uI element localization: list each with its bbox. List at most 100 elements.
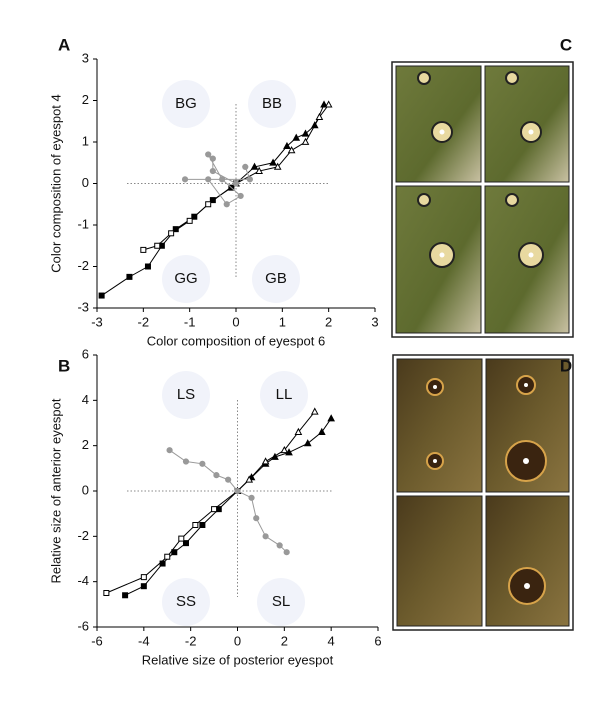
series-line [143, 183, 237, 251]
marker [255, 166, 264, 174]
marker [171, 549, 178, 556]
y-tick-label: 2 [82, 437, 89, 452]
marker [186, 217, 193, 224]
x-tick-label: 0 [234, 633, 241, 648]
y-tick-label: 0 [82, 482, 89, 497]
marker [276, 542, 283, 549]
photo-panel-d [392, 354, 574, 631]
marker [164, 553, 171, 560]
marker [320, 100, 328, 108]
x-tick-label: -3 [91, 314, 103, 329]
y-tick-label: -2 [77, 528, 89, 543]
x-tick-label: -4 [138, 633, 150, 648]
x-tick-label: -1 [184, 314, 196, 329]
annotation: SL [272, 593, 290, 610]
marker [225, 476, 232, 483]
annotation-bg [162, 371, 210, 419]
annotation-bg [257, 578, 305, 626]
marker [181, 176, 189, 183]
annotation-bg [248, 80, 296, 128]
x-tick-label: 2 [325, 314, 332, 329]
series-line [106, 490, 238, 594]
x-tick-label: 6 [374, 633, 381, 648]
marker [246, 176, 253, 183]
panel-label: A [58, 35, 70, 54]
x-axis-label: Relative size of posterior eyespot [142, 652, 334, 667]
y-tick-label: 6 [82, 346, 89, 361]
marker [315, 112, 324, 120]
marker [178, 535, 185, 542]
marker [237, 192, 244, 200]
marker [209, 197, 216, 204]
marker [144, 263, 151, 270]
y-tick-label: 2 [82, 92, 89, 107]
marker [234, 487, 241, 495]
annotation-bg [162, 80, 210, 128]
x-tick-label: -6 [91, 633, 103, 648]
marker [292, 133, 301, 141]
y-tick-label: 1 [82, 133, 89, 148]
panel-label: B [58, 356, 70, 375]
x-tick-label: 0 [232, 314, 239, 329]
y-tick-label: 4 [82, 392, 89, 407]
chart: B LS LL SS SL -6 -4 -2 0 2 4 6 -6 -4 -2 0 2 4 6 Relative si… [48, 346, 381, 667]
annotation: LS [177, 386, 195, 403]
marker [182, 458, 190, 465]
marker [209, 155, 216, 162]
annotation: BG [175, 95, 197, 112]
marker [324, 100, 333, 108]
annotation-bg [252, 255, 300, 303]
marker [310, 407, 319, 415]
marker [205, 151, 212, 158]
marker [242, 163, 249, 170]
marker [301, 137, 310, 145]
y-axis-label: Relative size of anterior eyespot [48, 398, 63, 583]
marker [219, 176, 226, 183]
marker [166, 447, 173, 454]
marker [98, 292, 105, 299]
marker [103, 590, 110, 596]
y-axis-label: Color composition of eyespot 4 [48, 94, 63, 272]
marker [154, 242, 161, 249]
y-tick-label: -3 [77, 299, 89, 314]
marker [283, 549, 290, 556]
y-tick-label: -4 [77, 573, 89, 588]
marker [232, 180, 240, 187]
marker [209, 167, 216, 175]
y-tick-label: -6 [77, 618, 89, 633]
marker [182, 540, 189, 547]
x-axis-label: Color composition of eyespot 6 [147, 333, 325, 348]
marker [192, 522, 199, 528]
x-tick-label: 1 [279, 314, 286, 329]
marker [283, 141, 291, 150]
marker [140, 246, 147, 253]
marker [213, 472, 220, 479]
marker [287, 146, 296, 154]
marker [126, 273, 133, 280]
annotation-bg [162, 255, 210, 303]
marker [301, 129, 310, 137]
marker [168, 230, 175, 237]
x-tick-label: -2 [185, 633, 197, 648]
annotation: GB [265, 270, 287, 287]
marker [140, 574, 147, 581]
photo-panel-c [391, 61, 574, 338]
x-tick-label: 4 [328, 633, 335, 648]
marker [303, 439, 312, 447]
series-line [169, 449, 288, 553]
marker [250, 162, 259, 170]
annotation-bg [260, 371, 308, 419]
y-tick-label: 0 [82, 175, 89, 190]
marker [261, 457, 270, 465]
marker [199, 460, 206, 467]
marker [280, 445, 289, 454]
marker [262, 533, 269, 540]
marker [140, 583, 147, 590]
marker [269, 158, 277, 166]
marker [327, 414, 336, 422]
y-tick-label: -1 [77, 216, 89, 231]
marker [317, 427, 326, 435]
marker [253, 515, 260, 522]
marker [273, 162, 282, 170]
